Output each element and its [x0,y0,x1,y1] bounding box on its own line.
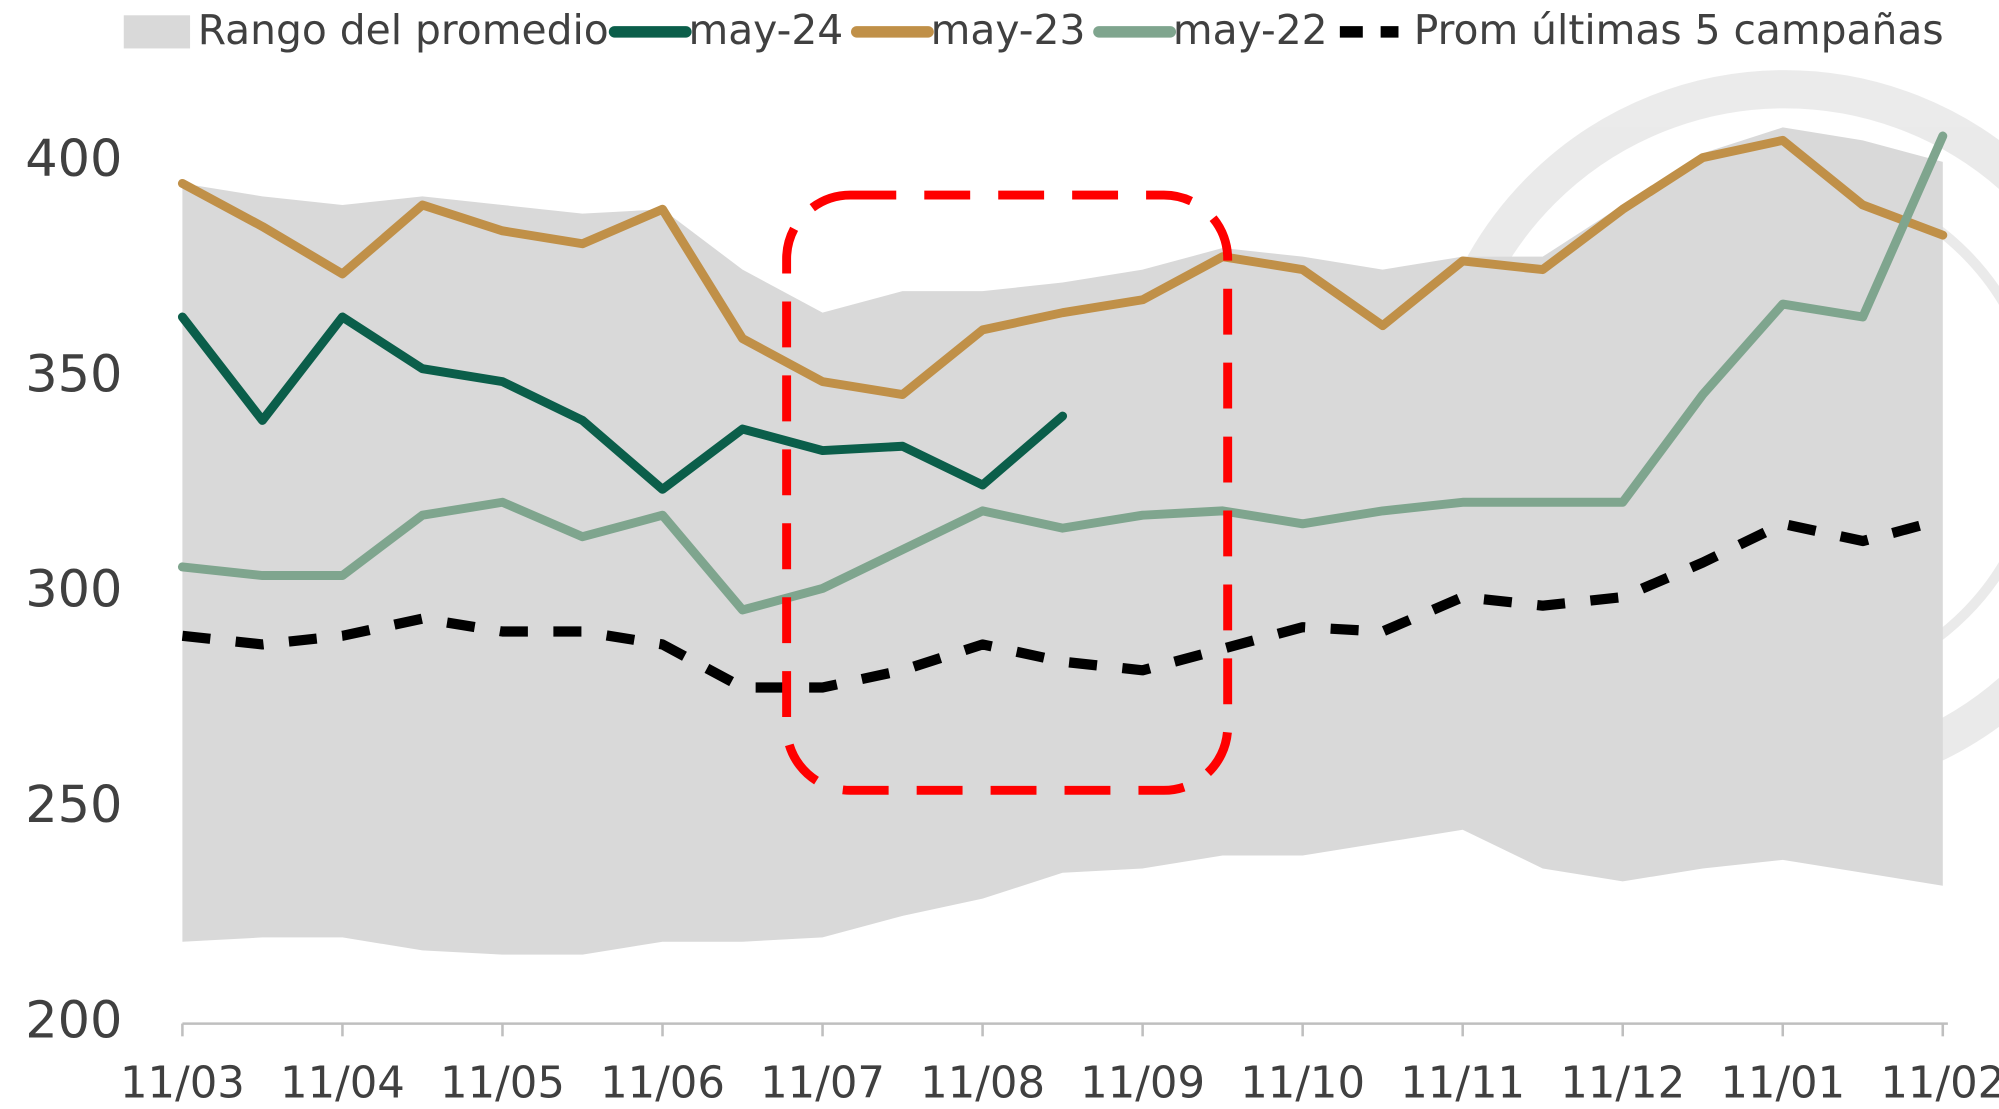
x-tick-label: 11/07 [760,1059,885,1109]
series-line [177,135,1948,400]
legend-item: may-23 [850,6,1086,54]
legend-swatch [123,15,191,49]
x-tick-label: 11/01 [1720,1059,1845,1109]
legend-label: Prom últimas 5 campañas [1414,6,1944,54]
series-line [177,312,1068,494]
x-tick-label: 11/08 [920,1059,1045,1109]
legend-label: Rango del promedio [198,6,609,54]
x-tick-label: 11/11 [1400,1059,1525,1109]
x-tick-label: 11/03 [120,1059,245,1109]
x-tick-label: 11/04 [280,1059,405,1109]
x-tick-label: 11/06 [600,1059,725,1109]
y-tick-label: 300 [25,561,122,620]
y-tick-label: 350 [25,345,122,404]
x-tick-label: 11/02 [1880,1059,1999,1109]
y-tick-label: 250 [25,776,122,835]
legend-item: may-24 [608,6,843,54]
highlight-box [782,190,1233,795]
legend-label: may-23 [931,6,1086,54]
series-line [177,131,1948,615]
x-tick-label: 11/05 [440,1059,565,1109]
legend-label: may-24 [688,6,843,54]
series-line [181,514,1945,693]
range-area [182,127,1943,955]
y-tick-label: 400 [25,130,122,189]
x-tick-label: 11/09 [1080,1059,1205,1109]
x-tick-label: 11/10 [1240,1059,1365,1109]
y-tick-label: 200 [25,992,122,1051]
legend-item: Prom últimas 5 campañas [1339,6,1944,54]
x-tick-label: 11/12 [1560,1059,1685,1109]
legend-item: may-22 [1093,6,1328,54]
legend-label: may-22 [1173,6,1328,54]
legend-item: Rango del promedio [123,6,609,54]
